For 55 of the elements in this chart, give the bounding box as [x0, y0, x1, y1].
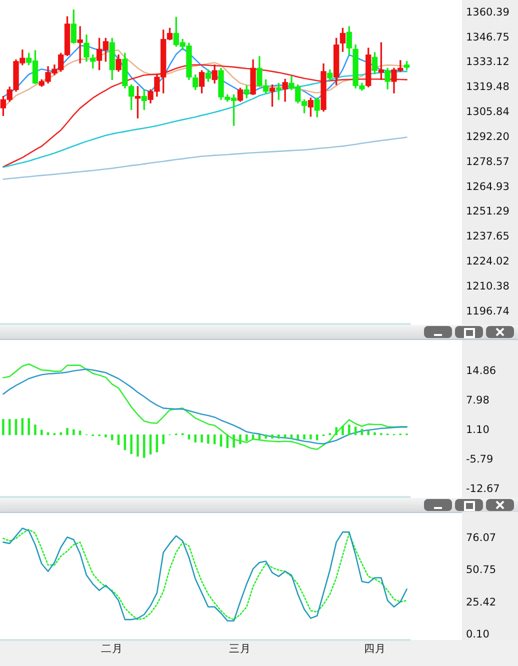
bar — [264, 434, 267, 439]
bar — [367, 430, 370, 436]
bar — [60, 432, 62, 436]
y-tick-label: 1305.84 — [466, 106, 510, 118]
y-tick-label: 14.86 — [466, 364, 496, 377]
bar — [316, 434, 318, 440]
bar — [239, 434, 242, 444]
y-tick-label: 1224.02 — [466, 256, 510, 268]
y-tick-label: 1292.20 — [466, 130, 510, 143]
y-tick-label: 1360.39 — [466, 6, 510, 18]
bar — [303, 434, 306, 440]
x-tick-label: 三月 — [229, 643, 252, 656]
bar — [130, 434, 132, 454]
y-tick-label: -5.79 — [466, 453, 494, 466]
y-tick-label: 7.98 — [466, 394, 490, 406]
y-tick-label: 1.10 — [466, 424, 490, 436]
y-tick-label: -12.67 — [466, 482, 500, 495]
y-tick-label: 1210.38 — [466, 280, 510, 292]
bar — [207, 434, 210, 444]
y-tick-label: 1251.29 — [466, 206, 510, 218]
candlestick — [77, 26, 83, 64]
y-tick-label: 1237.65 — [466, 230, 510, 243]
bar — [143, 434, 146, 458]
bar — [162, 434, 164, 444]
bar — [310, 434, 312, 440]
y-tick-label: 1319.48 — [466, 81, 510, 94]
bar — [232, 434, 235, 448]
bar — [246, 434, 248, 442]
y-tick-label: 0.10 — [466, 628, 490, 640]
bar — [110, 434, 114, 440]
y-tick-label: 1264.93 — [466, 180, 510, 193]
bar — [271, 434, 274, 439]
bar — [104, 434, 107, 438]
bar — [335, 427, 338, 436]
bar — [72, 429, 75, 436]
y-tick-label: 1346.75 — [466, 31, 510, 44]
y-tick-label: 76.07 — [466, 532, 496, 544]
y-tick-label: 1333.12 — [466, 56, 510, 68]
bar — [40, 430, 43, 436]
bar — [348, 424, 350, 436]
bar — [2, 419, 4, 436]
y-tick-label: 1278.57 — [466, 156, 510, 168]
bar — [34, 424, 36, 436]
x-tick-label: 四月 — [364, 643, 386, 656]
x-tick-label: 二月 — [101, 643, 124, 656]
y-tick-label: 50.75 — [466, 564, 496, 576]
bar — [342, 426, 344, 436]
bar — [28, 418, 30, 436]
y-tick-label: 25.42 — [466, 596, 496, 608]
bar — [200, 434, 203, 442]
bar — [136, 434, 139, 457]
bar — [374, 432, 376, 436]
bar — [66, 428, 68, 436]
bar — [278, 434, 280, 439]
y-tick-label: 1196.74 — [466, 305, 510, 318]
